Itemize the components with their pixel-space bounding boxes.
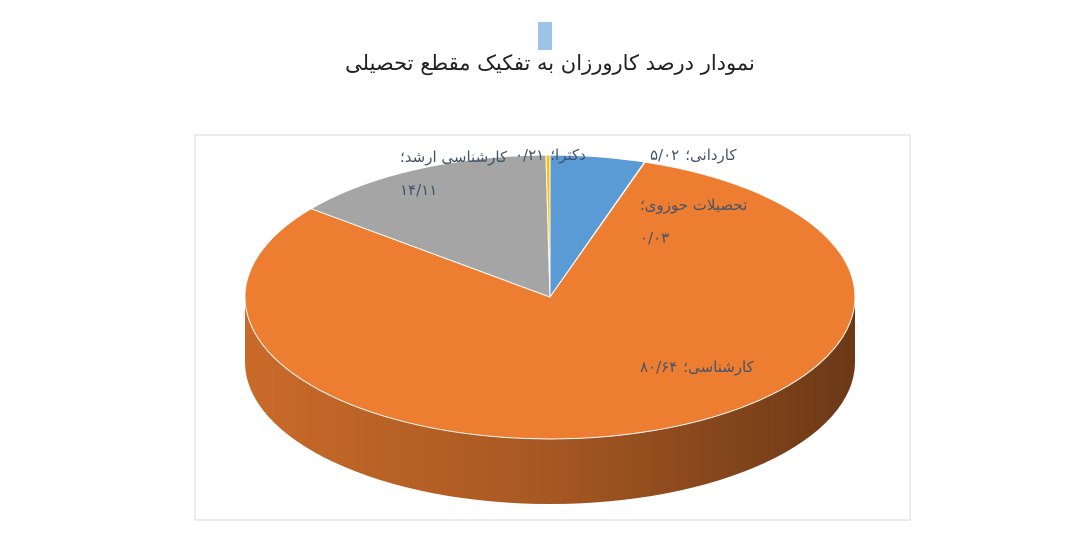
data-label: دکترا؛ ۰/۲۱ xyxy=(515,146,586,164)
value-label: ۱۴/۱۱ xyxy=(400,181,437,199)
title-marker xyxy=(538,22,552,50)
label-separator: ؛ xyxy=(685,146,690,164)
slice xyxy=(545,154,551,298)
value-label: ۰/۲۱ xyxy=(515,146,544,164)
label-separator: ؛ xyxy=(640,196,645,214)
category-name: کاردانی xyxy=(690,146,737,164)
category-name: کارشناسی xyxy=(688,358,755,376)
slice xyxy=(309,154,551,298)
chart-title: نمودار درصد کارورزان به تفکیک مقطع تحصیل… xyxy=(345,51,755,75)
data-label: کارشناسی ارشد؛ xyxy=(400,148,508,166)
data-label: کاردانی؛ ۵/۰۲ xyxy=(650,146,737,164)
value-label: ۰/۰۳ xyxy=(640,229,669,247)
value-label: ۵/۰۲ xyxy=(650,146,679,164)
data-label: کارشناسی؛ ۸۰/۶۴ xyxy=(640,358,755,376)
data-label: تحصیلات حوزوی؛ xyxy=(640,196,747,214)
value-label: ۸۰/۶۴ xyxy=(640,358,677,376)
category-name: دکترا xyxy=(555,146,586,164)
label-separator: ؛ xyxy=(683,358,688,376)
slice xyxy=(244,161,856,440)
category-name: کارشناسی ارشد xyxy=(405,148,508,166)
label-separator: ؛ xyxy=(400,148,405,166)
slice-side-shade xyxy=(245,297,855,504)
category-name: تحصیلات حوزوی xyxy=(645,196,747,214)
label-separator: ؛ xyxy=(550,146,555,164)
plot-frame xyxy=(194,134,911,521)
